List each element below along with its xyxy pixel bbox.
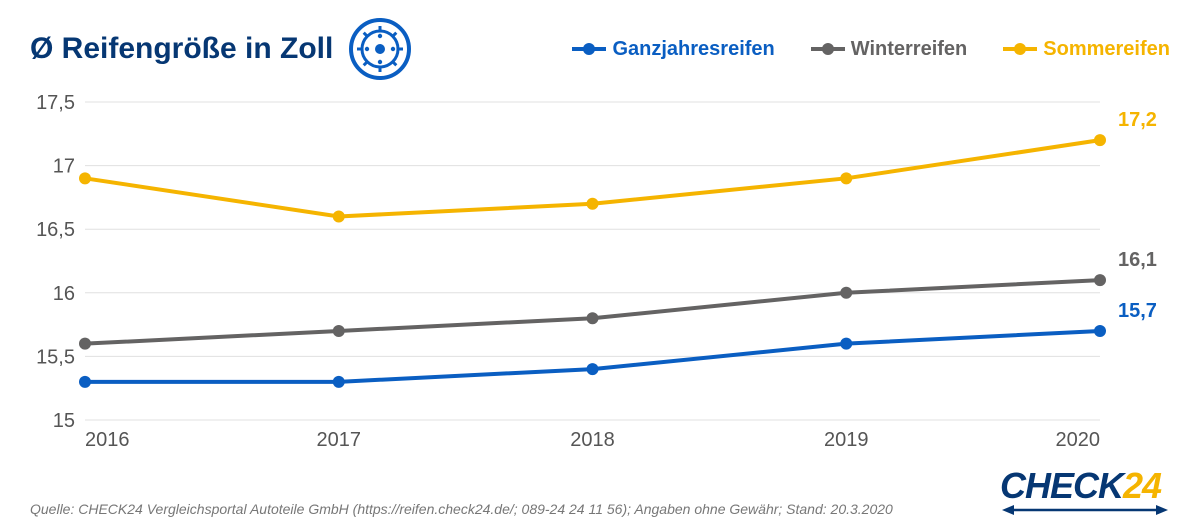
- chart-footer: Quelle: CHECK24 Vergleichsportal Autotei…: [30, 465, 1170, 517]
- chart-title: Ø Reifengröße in Zoll: [30, 32, 333, 66]
- y-tick-label: 15,5: [36, 346, 75, 368]
- series-marker-ganzjahres: [79, 376, 91, 388]
- series-marker-ganzjahres: [840, 338, 852, 350]
- series-end-label-ganzjahres: 15,7: [1118, 300, 1157, 322]
- legend-swatch: [1003, 47, 1037, 51]
- series-marker-sommer: [840, 172, 852, 184]
- series-marker-ganzjahres: [333, 376, 345, 388]
- series-end-label-winter: 16,1: [1118, 249, 1157, 271]
- series-marker-winter: [333, 325, 345, 337]
- legend-label: Ganzjahresreifen: [612, 38, 774, 61]
- wheel-icon: [349, 18, 411, 80]
- series-marker-sommer: [587, 198, 599, 210]
- x-tick-label: 2016: [85, 429, 130, 451]
- series-marker-sommer: [1094, 134, 1106, 146]
- legend-item-sommer: Sommereifen: [1003, 38, 1170, 61]
- series-line-winter: [85, 280, 1100, 344]
- y-tick-label: 17: [53, 156, 75, 178]
- legend-swatch: [572, 47, 606, 51]
- series-end-label-sommer: 17,2: [1118, 109, 1157, 131]
- series-marker-ganzjahres: [1094, 325, 1106, 337]
- y-tick-label: 15: [53, 410, 75, 432]
- series-marker-sommer: [333, 210, 345, 222]
- chart-legend: Ganzjahresreifen Winterreifen Sommereifen: [572, 38, 1170, 61]
- brand-part1: CHECK: [1000, 465, 1123, 506]
- series-marker-sommer: [79, 172, 91, 184]
- x-tick-label: 2020: [1056, 429, 1101, 451]
- legend-label: Winterreifen: [851, 38, 968, 61]
- legend-swatch: [811, 47, 845, 51]
- legend-item-winter: Winterreifen: [811, 38, 968, 61]
- series-marker-winter: [1094, 274, 1106, 286]
- series-marker-winter: [587, 312, 599, 324]
- x-tick-label: 2019: [824, 429, 869, 451]
- line-chart: 15 15,5 16 16,5 17 17,5 2016 2017 2018 2019 2020 17…: [30, 90, 1170, 460]
- brand-part2: 24: [1123, 465, 1161, 506]
- y-tick-label: 16: [53, 283, 75, 305]
- series-marker-winter: [840, 287, 852, 299]
- series-marker-ganzjahres: [587, 363, 599, 375]
- chart-header: Ø Reifengröße in Zoll Gan: [0, 0, 1200, 90]
- y-tick-label: 17,5: [36, 92, 75, 114]
- legend-item-ganzjahres: Ganzjahresreifen: [572, 38, 774, 61]
- x-tick-label: 2018: [570, 429, 615, 451]
- series-marker-winter: [79, 338, 91, 350]
- source-text: Quelle: CHECK24 Vergleichsportal Autotei…: [30, 501, 893, 517]
- y-tick-label: 16,5: [36, 219, 75, 241]
- x-tick-label: 2017: [317, 429, 362, 451]
- brand-logo: CHECK24: [1000, 465, 1170, 517]
- legend-label: Sommereifen: [1043, 38, 1170, 61]
